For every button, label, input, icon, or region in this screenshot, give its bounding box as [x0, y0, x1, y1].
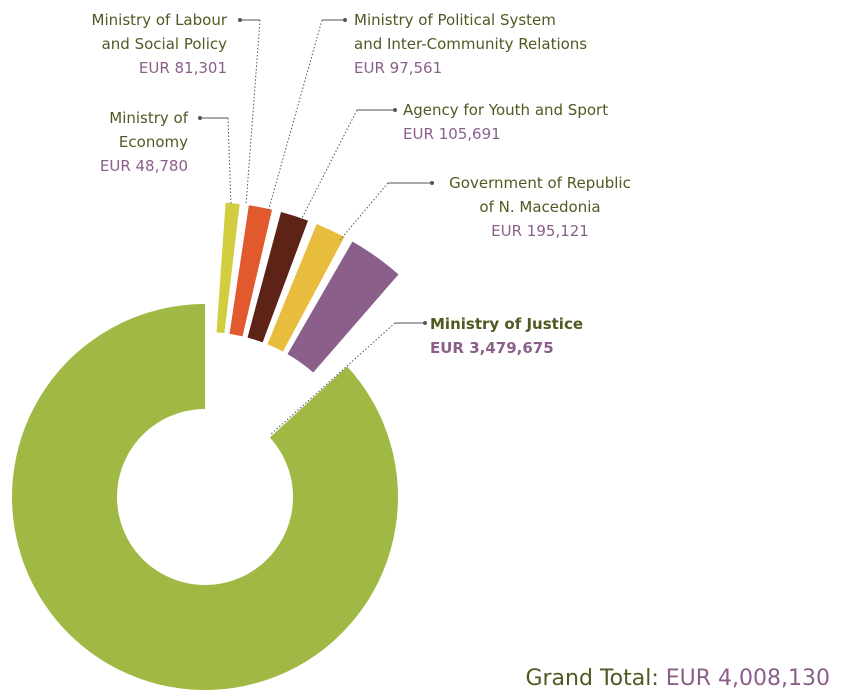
slice-name: Ministry of Justice	[430, 315, 584, 333]
slice-value: EUR 97,561	[354, 59, 443, 77]
slice-name: Ministry of Labour and Social Policy	[91, 11, 227, 53]
donut-slice	[216, 202, 240, 334]
leader-line	[339, 182, 389, 241]
donut-slice	[247, 211, 309, 343]
leader-dot	[343, 18, 347, 22]
slice-label: Ministry of Justice EUR 3,479,675	[430, 312, 583, 360]
slice-name: Ministry of Political System and Inter-C…	[354, 11, 588, 53]
leader-dot	[238, 18, 242, 22]
total-label: Grand Total:	[525, 666, 659, 691]
slice-name: Agency for Youth and Sport	[403, 101, 609, 119]
donut-slice	[287, 241, 399, 373]
leader-dot	[423, 321, 427, 325]
leader-dot	[430, 181, 434, 185]
slice-label: Agency for Youth and Sport EUR 105,691	[403, 98, 608, 146]
slice-name: Government of Republic of N. Macedonia	[449, 174, 631, 216]
leader-line	[227, 117, 232, 206]
leader-dot	[198, 116, 202, 120]
leader-line	[299, 109, 358, 223]
slice-value: EUR 81,301	[138, 59, 227, 77]
leader-line	[267, 19, 323, 213]
slice-label: Government of Republic of N. Macedonia EU…	[440, 171, 640, 243]
slice-value: EUR 195,121	[491, 222, 589, 240]
slice-name: Ministry of Economy	[109, 109, 188, 151]
grand-total: Grand Total: EUR 4,008,130	[525, 666, 830, 691]
slice-value: EUR 48,780	[99, 157, 188, 175]
slice-label: Ministry of Labour and Social Policy EUR …	[92, 8, 227, 80]
slice-value: EUR 105,691	[403, 125, 501, 143]
donut-slice	[11, 304, 398, 690]
slice-label: Ministry of Political System and Inter-C…	[354, 8, 587, 80]
slice-value: EUR 3,479,675	[430, 339, 554, 357]
leader-lines	[198, 18, 434, 436]
donut-slice	[229, 205, 273, 337]
slice-label: Ministry of Economy EUR 48,780	[100, 106, 188, 178]
leader-line	[245, 19, 261, 206]
total-value: EUR 4,008,130	[665, 666, 830, 691]
leader-dot	[393, 108, 397, 112]
donut-slice	[267, 223, 345, 352]
